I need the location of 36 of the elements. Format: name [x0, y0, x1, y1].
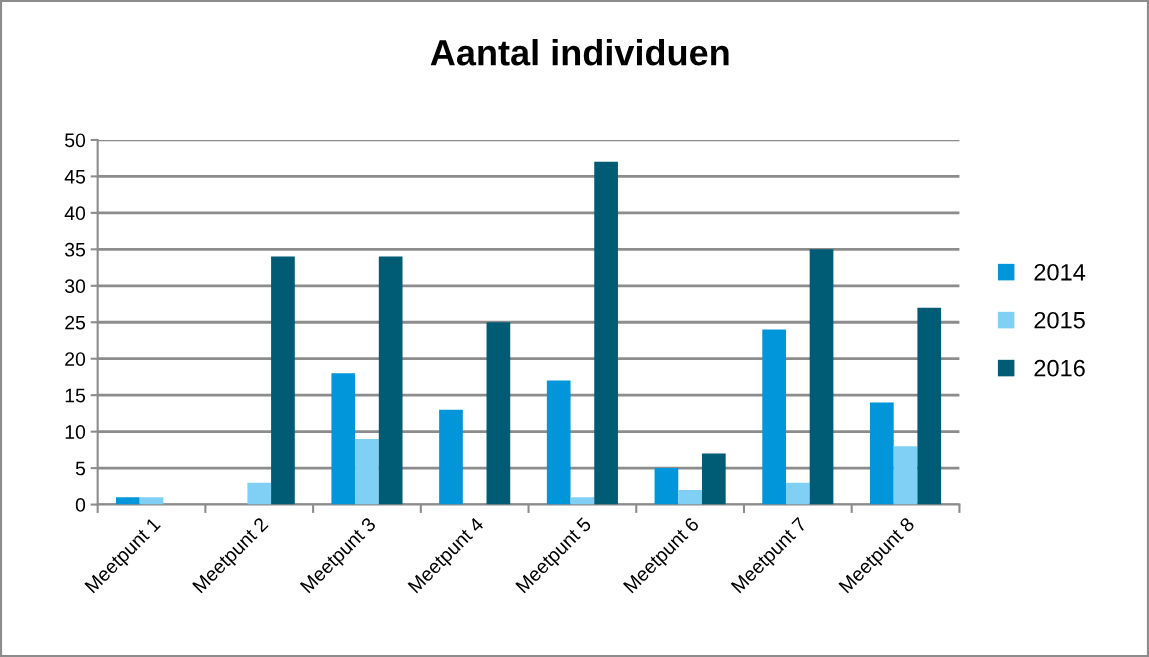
bar	[139, 497, 164, 505]
y-tick-label: 0	[75, 498, 86, 512]
legend-label: 2016	[1034, 359, 1085, 377]
y-tick-label: 15	[65, 388, 86, 403]
bar	[439, 409, 463, 505]
bar	[893, 446, 918, 505]
bar	[785, 482, 810, 505]
legend-label: 2015	[1034, 311, 1085, 329]
bar	[809, 249, 834, 505]
bar	[546, 380, 571, 505]
y-tick-label: 45	[64, 170, 86, 184]
bar	[355, 438, 379, 505]
bar	[870, 402, 894, 505]
y-tick-label: 30	[64, 279, 86, 294]
y-tick-label: 35	[64, 242, 86, 257]
y-tick-label: 40	[64, 206, 86, 221]
bar	[917, 307, 942, 505]
y-tick-label: 5	[75, 461, 86, 476]
bar	[654, 468, 679, 505]
y-tick-label: 25	[65, 315, 86, 330]
bar	[678, 489, 702, 505]
bar	[378, 256, 403, 505]
bar	[271, 256, 295, 505]
y-tick-label: 20	[65, 352, 86, 366]
y-tick-label: 50	[65, 133, 86, 148]
bar	[486, 322, 511, 505]
bar	[247, 482, 272, 505]
bar	[331, 373, 356, 505]
legend-label: 2014	[1034, 263, 1086, 281]
bar	[762, 329, 786, 505]
bar	[570, 497, 595, 505]
bar	[701, 453, 726, 505]
bar	[594, 161, 618, 505]
chart-title: Aantal individuen	[430, 39, 729, 66]
bar	[115, 497, 140, 505]
y-tick-label: 10	[65, 425, 86, 439]
